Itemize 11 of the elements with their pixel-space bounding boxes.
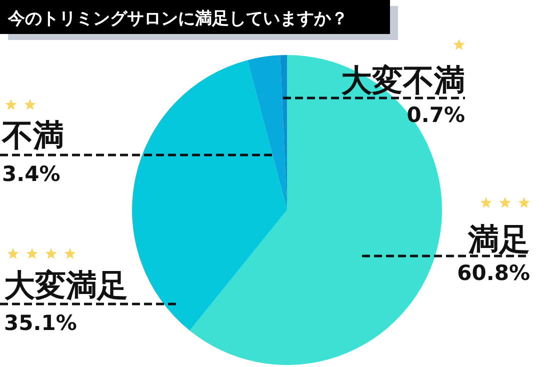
pie-slice xyxy=(248,55,287,210)
data-label: 3.4% xyxy=(2,162,60,186)
data-label: 0.7% xyxy=(406,103,465,127)
chart-title: 今のトリミングサロンに満足していますか？ xyxy=(7,9,348,29)
slice-label: 満足 xyxy=(467,222,530,258)
data-label: 35.1% xyxy=(4,311,77,335)
pie-slice xyxy=(132,60,287,331)
slice-label: 大変不満 xyxy=(341,63,465,99)
slice-label: 不満 xyxy=(1,118,64,154)
data-label: 60.8% xyxy=(457,261,530,285)
slice-label: 大変満足 xyxy=(4,268,128,304)
